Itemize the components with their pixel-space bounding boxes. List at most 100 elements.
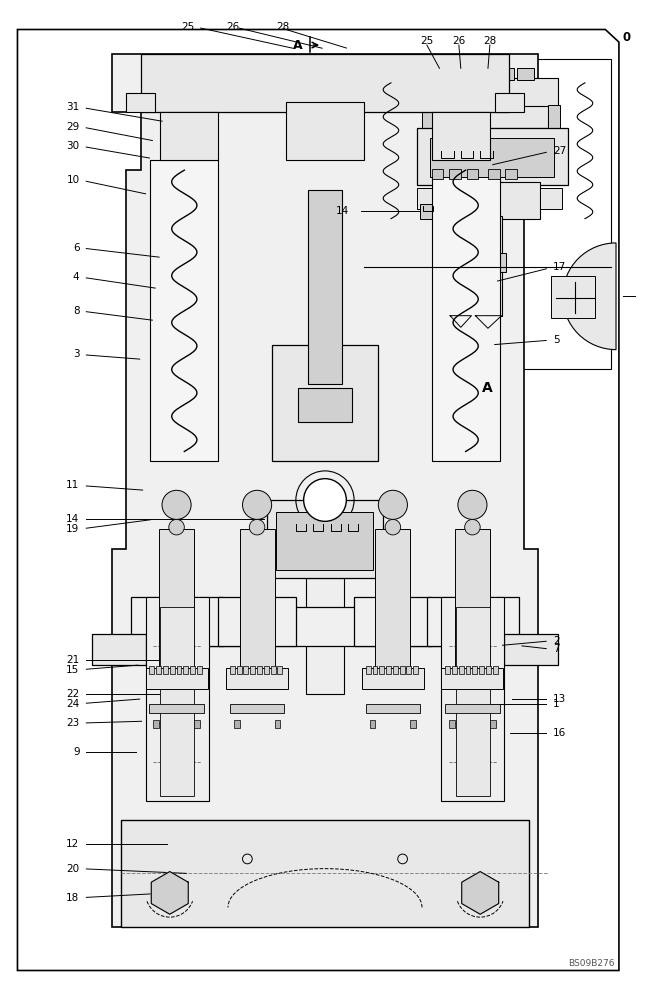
Bar xyxy=(286,102,364,160)
Bar xyxy=(427,597,519,646)
Text: 29: 29 xyxy=(66,122,79,132)
Bar xyxy=(434,106,548,128)
Bar xyxy=(366,704,420,713)
Bar xyxy=(159,529,194,679)
Bar xyxy=(422,105,434,134)
Bar xyxy=(275,720,280,728)
Text: 3: 3 xyxy=(73,349,79,359)
Bar xyxy=(459,666,464,674)
Bar xyxy=(422,78,558,107)
Bar xyxy=(369,720,375,728)
Bar xyxy=(234,720,239,728)
Bar xyxy=(362,668,424,689)
Text: BS09B276: BS09B276 xyxy=(569,959,615,968)
Text: 28: 28 xyxy=(483,36,497,46)
Bar xyxy=(366,666,371,674)
Circle shape xyxy=(304,479,346,521)
Bar xyxy=(276,512,373,570)
Polygon shape xyxy=(152,872,188,914)
Bar xyxy=(92,634,146,665)
Wedge shape xyxy=(563,243,616,350)
Bar xyxy=(251,666,255,674)
Text: 30: 30 xyxy=(66,141,79,151)
Text: 14: 14 xyxy=(66,514,79,524)
Polygon shape xyxy=(462,872,499,914)
Bar xyxy=(298,388,352,422)
Text: 26: 26 xyxy=(452,36,466,46)
Text: 12: 12 xyxy=(66,839,79,849)
Text: 2: 2 xyxy=(553,636,560,646)
Bar xyxy=(551,276,595,318)
Circle shape xyxy=(243,490,272,519)
Bar xyxy=(411,720,416,728)
Bar xyxy=(190,666,195,674)
Bar xyxy=(375,529,411,679)
Bar xyxy=(226,668,288,689)
Bar xyxy=(541,188,562,209)
Bar xyxy=(441,597,504,801)
Bar xyxy=(505,169,517,179)
Bar xyxy=(150,666,154,674)
Text: 23: 23 xyxy=(66,718,79,728)
Bar xyxy=(413,666,418,674)
Circle shape xyxy=(249,519,265,535)
Text: 8: 8 xyxy=(73,306,79,316)
Polygon shape xyxy=(450,316,472,327)
Bar xyxy=(176,666,182,674)
Polygon shape xyxy=(476,316,502,328)
Text: 31: 31 xyxy=(66,102,79,112)
Text: 18: 18 xyxy=(66,893,79,903)
Bar xyxy=(424,68,440,80)
Text: 28: 28 xyxy=(276,22,290,32)
Polygon shape xyxy=(112,54,539,927)
Bar xyxy=(407,666,411,674)
Bar xyxy=(131,597,223,646)
Bar xyxy=(450,216,472,316)
Bar xyxy=(441,668,504,689)
Text: 15: 15 xyxy=(66,665,79,675)
Text: 14: 14 xyxy=(336,206,349,216)
Text: 27: 27 xyxy=(553,146,566,156)
Text: 25: 25 xyxy=(181,22,194,32)
Text: 21: 21 xyxy=(66,655,79,665)
Bar xyxy=(488,169,500,179)
Bar xyxy=(476,216,502,316)
Text: 17: 17 xyxy=(553,262,566,272)
Circle shape xyxy=(162,490,191,519)
Text: 7: 7 xyxy=(655,291,656,301)
Bar xyxy=(354,597,432,646)
Bar xyxy=(126,93,155,112)
Bar xyxy=(364,59,611,369)
Text: 11: 11 xyxy=(66,480,79,490)
Bar xyxy=(271,666,276,674)
Bar xyxy=(150,704,204,713)
Bar xyxy=(194,720,200,728)
Bar xyxy=(163,666,168,674)
Bar xyxy=(420,204,441,219)
Bar xyxy=(430,138,554,177)
Text: A: A xyxy=(293,39,302,52)
Text: 19: 19 xyxy=(66,524,79,534)
Bar xyxy=(308,190,342,384)
Bar xyxy=(490,720,496,728)
Circle shape xyxy=(458,490,487,519)
Bar xyxy=(452,666,457,674)
Text: 22: 22 xyxy=(66,689,79,699)
Bar xyxy=(230,704,284,713)
Bar xyxy=(183,666,188,674)
Text: 25: 25 xyxy=(420,36,434,46)
Bar xyxy=(432,112,490,160)
Text: 1: 1 xyxy=(553,699,560,709)
Bar xyxy=(272,345,379,461)
Bar xyxy=(230,666,235,674)
Bar xyxy=(466,666,470,674)
Bar xyxy=(146,597,209,801)
Bar xyxy=(379,666,384,674)
Bar xyxy=(470,253,506,272)
Text: 20: 20 xyxy=(66,864,79,874)
Bar xyxy=(306,578,344,694)
Circle shape xyxy=(169,519,184,535)
Bar xyxy=(495,93,524,112)
Text: 4: 4 xyxy=(73,272,79,282)
Bar xyxy=(449,169,461,179)
